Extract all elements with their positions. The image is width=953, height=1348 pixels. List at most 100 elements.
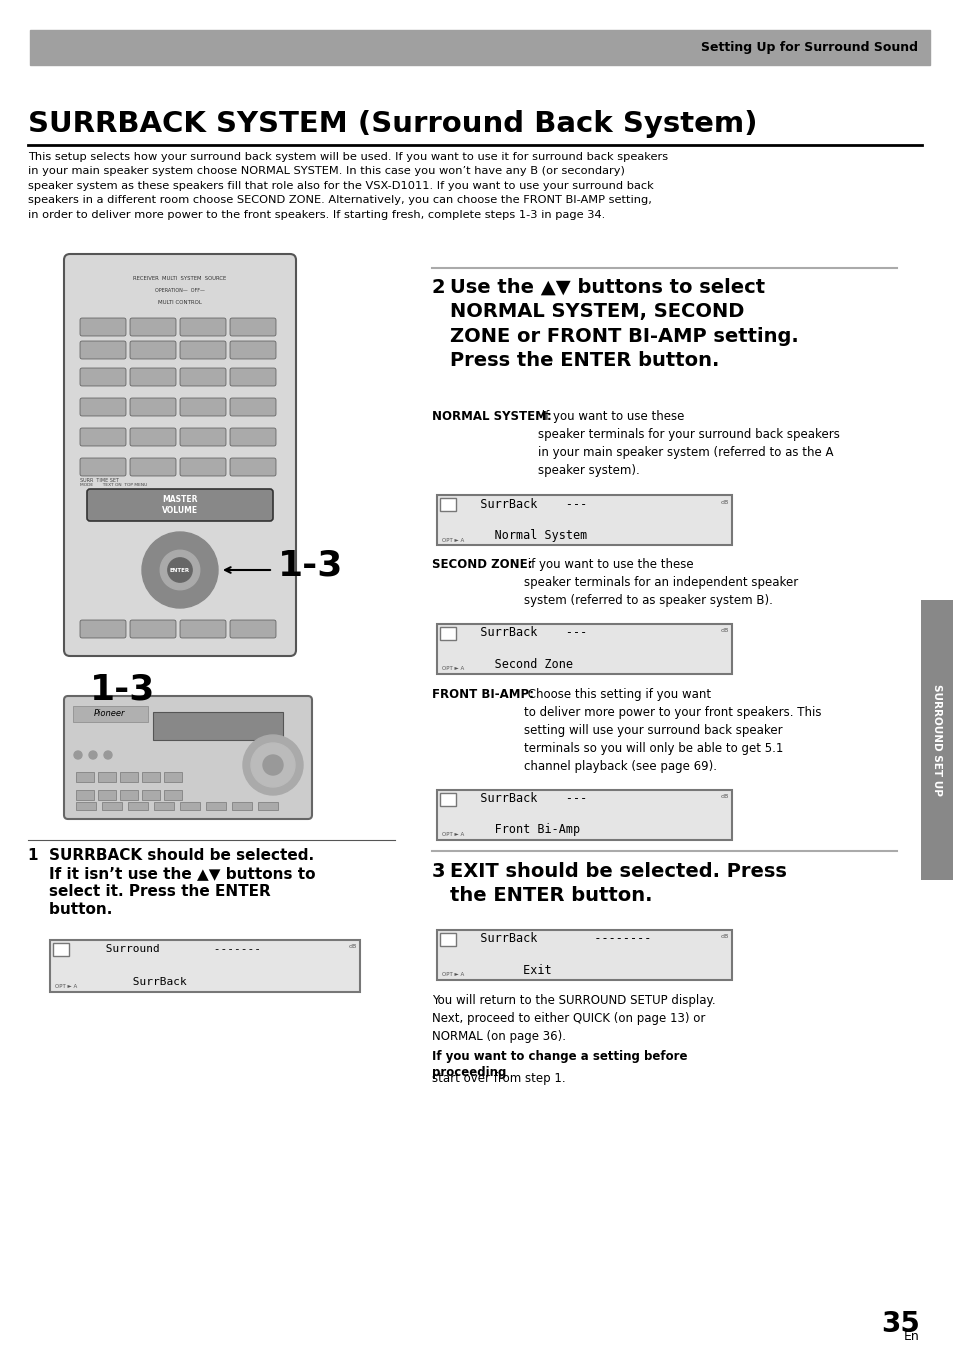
- FancyBboxPatch shape: [130, 318, 175, 336]
- Bar: [128, 802, 148, 810]
- Bar: [142, 772, 160, 782]
- Bar: [164, 772, 182, 782]
- FancyBboxPatch shape: [230, 368, 275, 386]
- FancyBboxPatch shape: [230, 318, 275, 336]
- FancyBboxPatch shape: [130, 398, 175, 417]
- Circle shape: [104, 751, 112, 759]
- FancyBboxPatch shape: [80, 458, 126, 476]
- Circle shape: [251, 743, 294, 787]
- Text: ENTER: ENTER: [170, 568, 190, 573]
- Bar: [257, 802, 277, 810]
- Bar: [920, 600, 953, 880]
- Bar: [206, 802, 226, 810]
- Bar: [439, 793, 456, 806]
- Text: 1-3: 1-3: [277, 549, 343, 582]
- Bar: [50, 940, 359, 992]
- Text: If it isn’t use the ▲▼ buttons to: If it isn’t use the ▲▼ buttons to: [28, 865, 315, 882]
- Text: Setting Up for Surround Sound: Setting Up for Surround Sound: [700, 40, 917, 54]
- FancyBboxPatch shape: [80, 429, 126, 446]
- Bar: [152, 712, 283, 740]
- Bar: [232, 802, 252, 810]
- FancyBboxPatch shape: [80, 341, 126, 359]
- FancyBboxPatch shape: [80, 318, 126, 336]
- Bar: [98, 772, 116, 782]
- FancyBboxPatch shape: [230, 429, 275, 446]
- Text: 2: 2: [432, 278, 445, 297]
- Bar: [76, 802, 96, 810]
- Text: dB: dB: [720, 628, 728, 634]
- Text: 3: 3: [432, 861, 445, 882]
- Text: This setup selects how your surround back system will be used. If you want to us: This setup selects how your surround bac…: [28, 152, 667, 220]
- Bar: [436, 624, 731, 674]
- FancyBboxPatch shape: [230, 398, 275, 417]
- Text: Exit: Exit: [458, 964, 551, 976]
- Bar: [180, 802, 200, 810]
- Bar: [439, 933, 456, 946]
- Text: SurrBack    ---: SurrBack ---: [458, 497, 587, 511]
- FancyBboxPatch shape: [230, 620, 275, 638]
- Text: Surround        -------: Surround -------: [71, 944, 261, 954]
- FancyBboxPatch shape: [180, 318, 226, 336]
- Text: MASTER
VOLUME: MASTER VOLUME: [162, 495, 198, 515]
- Circle shape: [142, 532, 218, 608]
- Circle shape: [168, 558, 192, 582]
- Text: SurrBack    ---: SurrBack ---: [458, 793, 587, 806]
- Text: SurrBack        --------: SurrBack --------: [458, 933, 651, 945]
- FancyBboxPatch shape: [130, 341, 175, 359]
- Text: EXIT should be selected. Press
the ENTER button.: EXIT should be selected. Press the ENTER…: [450, 861, 786, 906]
- Bar: [30, 30, 929, 65]
- Text: MODE       TEXT ON  TOP MENU: MODE TEXT ON TOP MENU: [80, 483, 147, 487]
- Text: SURR  TIME SET: SURR TIME SET: [80, 477, 119, 483]
- Text: Front Bi-Amp: Front Bi-Amp: [458, 824, 579, 837]
- Text: If you want to change a setting before
proceeding: If you want to change a setting before p…: [432, 1050, 687, 1078]
- Text: MULTI CONTROL: MULTI CONTROL: [158, 301, 202, 306]
- Bar: [164, 790, 182, 799]
- Bar: [76, 772, 94, 782]
- Text: Choose this setting if you want
to deliver more power to your front speakers. Th: Choose this setting if you want to deliv…: [523, 687, 821, 772]
- Bar: [439, 497, 456, 511]
- Circle shape: [263, 755, 283, 775]
- Bar: [102, 802, 122, 810]
- FancyBboxPatch shape: [64, 696, 312, 820]
- Text: dB: dB: [349, 945, 356, 949]
- Text: OPT ► A: OPT ► A: [441, 666, 464, 671]
- Text: Normal System: Normal System: [458, 528, 587, 542]
- Text: OPT ► A: OPT ► A: [441, 972, 464, 977]
- FancyBboxPatch shape: [130, 429, 175, 446]
- Text: dB: dB: [720, 794, 728, 799]
- FancyBboxPatch shape: [64, 253, 295, 656]
- Text: FRONT BI-AMP:: FRONT BI-AMP:: [432, 687, 534, 701]
- FancyBboxPatch shape: [180, 458, 226, 476]
- FancyBboxPatch shape: [180, 620, 226, 638]
- Text: 35: 35: [881, 1310, 919, 1339]
- Circle shape: [243, 735, 303, 795]
- FancyBboxPatch shape: [130, 458, 175, 476]
- Bar: [436, 495, 731, 545]
- FancyBboxPatch shape: [80, 368, 126, 386]
- Bar: [120, 790, 138, 799]
- Bar: [53, 944, 69, 956]
- Bar: [98, 790, 116, 799]
- Bar: [439, 627, 456, 640]
- FancyBboxPatch shape: [130, 368, 175, 386]
- FancyBboxPatch shape: [87, 489, 273, 520]
- Text: SURROUND SET UP: SURROUND SET UP: [931, 683, 941, 795]
- Text: Second Zone: Second Zone: [458, 658, 573, 670]
- FancyBboxPatch shape: [180, 368, 226, 386]
- Text: SURRBACK SYSTEM (Surround Back System): SURRBACK SYSTEM (Surround Back System): [28, 111, 757, 137]
- Text: 1-3: 1-3: [90, 673, 155, 706]
- FancyBboxPatch shape: [180, 429, 226, 446]
- FancyBboxPatch shape: [80, 398, 126, 417]
- Bar: [142, 790, 160, 799]
- Text: select it. Press the ENTER: select it. Press the ENTER: [28, 884, 271, 899]
- FancyBboxPatch shape: [180, 341, 226, 359]
- Circle shape: [89, 751, 97, 759]
- Text: button.: button.: [28, 902, 112, 917]
- Text: SECOND ZONE:: SECOND ZONE:: [432, 558, 532, 572]
- FancyBboxPatch shape: [130, 620, 175, 638]
- Text: Pioneer: Pioneer: [94, 709, 126, 718]
- Bar: [436, 790, 731, 840]
- Bar: [73, 706, 148, 723]
- Text: You will return to the SURROUND SETUP display.
Next, proceed to either QUICK (on: You will return to the SURROUND SETUP di…: [432, 993, 715, 1043]
- FancyBboxPatch shape: [180, 398, 226, 417]
